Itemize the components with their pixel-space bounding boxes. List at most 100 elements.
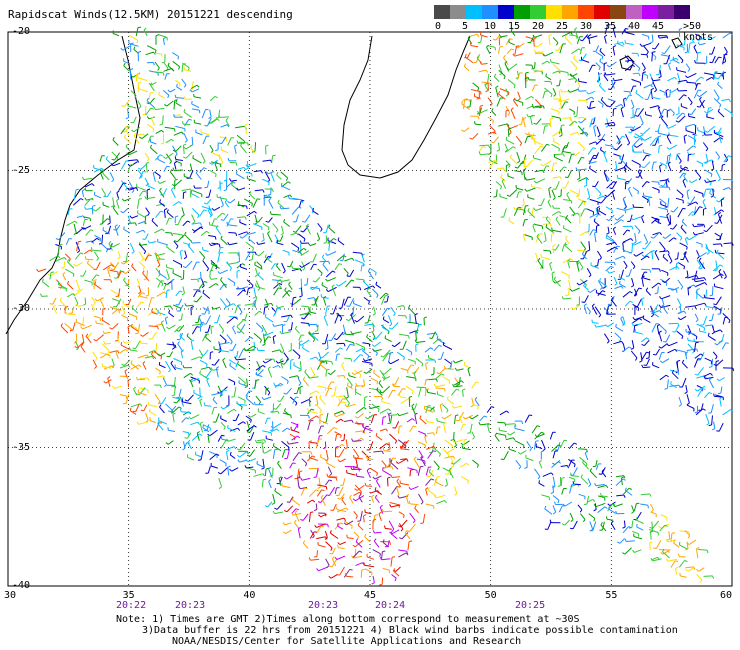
wind-barb (659, 108, 665, 118)
wind-barb-feather (593, 518, 596, 522)
wind-barb-feather (573, 442, 578, 445)
wind-barb-feather (493, 73, 497, 77)
wind-barb (245, 171, 252, 175)
wind-barb (535, 99, 542, 107)
wind-barb (699, 90, 708, 98)
wind-barb (705, 247, 714, 254)
wind-barb-feather (117, 256, 121, 260)
wind-barb (309, 311, 317, 314)
wind-barb (709, 36, 716, 41)
wind-barb (479, 415, 485, 422)
wind-barb-feather (161, 129, 165, 133)
wind-barb-feather (193, 300, 197, 303)
wind-barb (489, 125, 496, 132)
wind-barb-feather (336, 455, 340, 458)
wind-barb-feather (233, 282, 236, 286)
wind-barb-feather (215, 173, 217, 178)
wind-barb (150, 147, 158, 155)
wind-barb (315, 438, 320, 449)
wind-barb (300, 399, 310, 404)
wind-barb (65, 268, 75, 275)
wind-barb (544, 508, 553, 515)
wind-barb (339, 401, 347, 404)
wind-barb (555, 218, 561, 226)
wind-barb (276, 282, 283, 289)
wind-barb (297, 478, 300, 488)
wind-barb-feather (73, 263, 77, 267)
wind-barb (551, 444, 559, 452)
wind-barb (159, 352, 166, 357)
wind-barb-feather (612, 189, 616, 193)
wind-barb (666, 215, 671, 225)
wind-barb (560, 465, 568, 467)
wind-barb (551, 210, 559, 216)
wind-barb-feather (135, 332, 139, 335)
wind-barb-feather (560, 88, 563, 93)
wind-barb-feather (549, 261, 553, 265)
wind-barb (202, 292, 211, 299)
wind-barb (319, 419, 329, 425)
wind-barb (455, 359, 463, 364)
wind-barb (249, 193, 256, 200)
wind-barb (321, 351, 329, 359)
wind-barb (597, 506, 606, 513)
wind-barb-feather (512, 97, 516, 101)
wind-barb-feather (217, 271, 221, 274)
wind-barb (386, 295, 389, 302)
wind-barb (685, 130, 695, 134)
wind-barb-feather (288, 290, 292, 293)
wind-barb-feather (720, 209, 725, 213)
wind-barb-feather (339, 347, 343, 350)
wind-barb-feather (425, 487, 429, 490)
wind-barb-feather (210, 325, 214, 328)
wind-barb (696, 52, 699, 62)
wind-barb-feather (328, 224, 331, 228)
wind-barb-feather (170, 360, 174, 364)
wind-barb-feather (688, 153, 692, 156)
wind-barb (77, 304, 85, 307)
wind-barb (286, 475, 293, 480)
wind-barb (428, 357, 435, 361)
wind-barb (497, 421, 506, 424)
wind-barb-feather (668, 62, 672, 65)
wind-barb (383, 450, 391, 452)
wind-barb-feather (606, 232, 610, 235)
wind-barb-feather (229, 349, 233, 351)
wind-barb (651, 282, 659, 289)
wind-barb-feather (150, 107, 154, 110)
wind-barb (566, 194, 571, 201)
wind-barb-feather (604, 34, 608, 38)
wind-barb-feather (710, 173, 713, 177)
wind-barb-feather (115, 349, 119, 353)
wind-barb-feather (532, 69, 535, 73)
wind-barb-feather (298, 485, 301, 489)
wind-barb-feather (692, 211, 696, 214)
wind-barb-feather (411, 364, 415, 367)
wind-barb (568, 442, 575, 450)
wind-barb (301, 250, 309, 256)
wind-barb-feather (532, 223, 536, 226)
wind-barb-feather (646, 54, 649, 58)
wind-barb (597, 495, 605, 499)
wind-barb (264, 331, 274, 337)
wind-barb (667, 197, 670, 208)
wind-barb (309, 366, 316, 376)
wind-barb-feather (351, 372, 355, 375)
wind-barb (290, 232, 297, 236)
wind-barb (534, 145, 542, 155)
wind-barb-feather (671, 369, 675, 374)
wind-barb-feather (306, 223, 309, 227)
wind-barb-feather (508, 127, 512, 130)
wind-barb (517, 72, 521, 80)
wind-barb (155, 277, 164, 284)
wind-barb-feather (562, 153, 565, 157)
wind-barb-feather (287, 427, 291, 431)
wind-barb-feather (365, 416, 369, 420)
wind-barb (507, 129, 510, 137)
wind-barb (82, 219, 86, 227)
wind-barb-feather (227, 200, 231, 204)
wind-barb (595, 483, 605, 487)
wind-barb (95, 261, 101, 270)
wind-barb (644, 250, 653, 258)
wind-barb-feather (218, 350, 222, 354)
